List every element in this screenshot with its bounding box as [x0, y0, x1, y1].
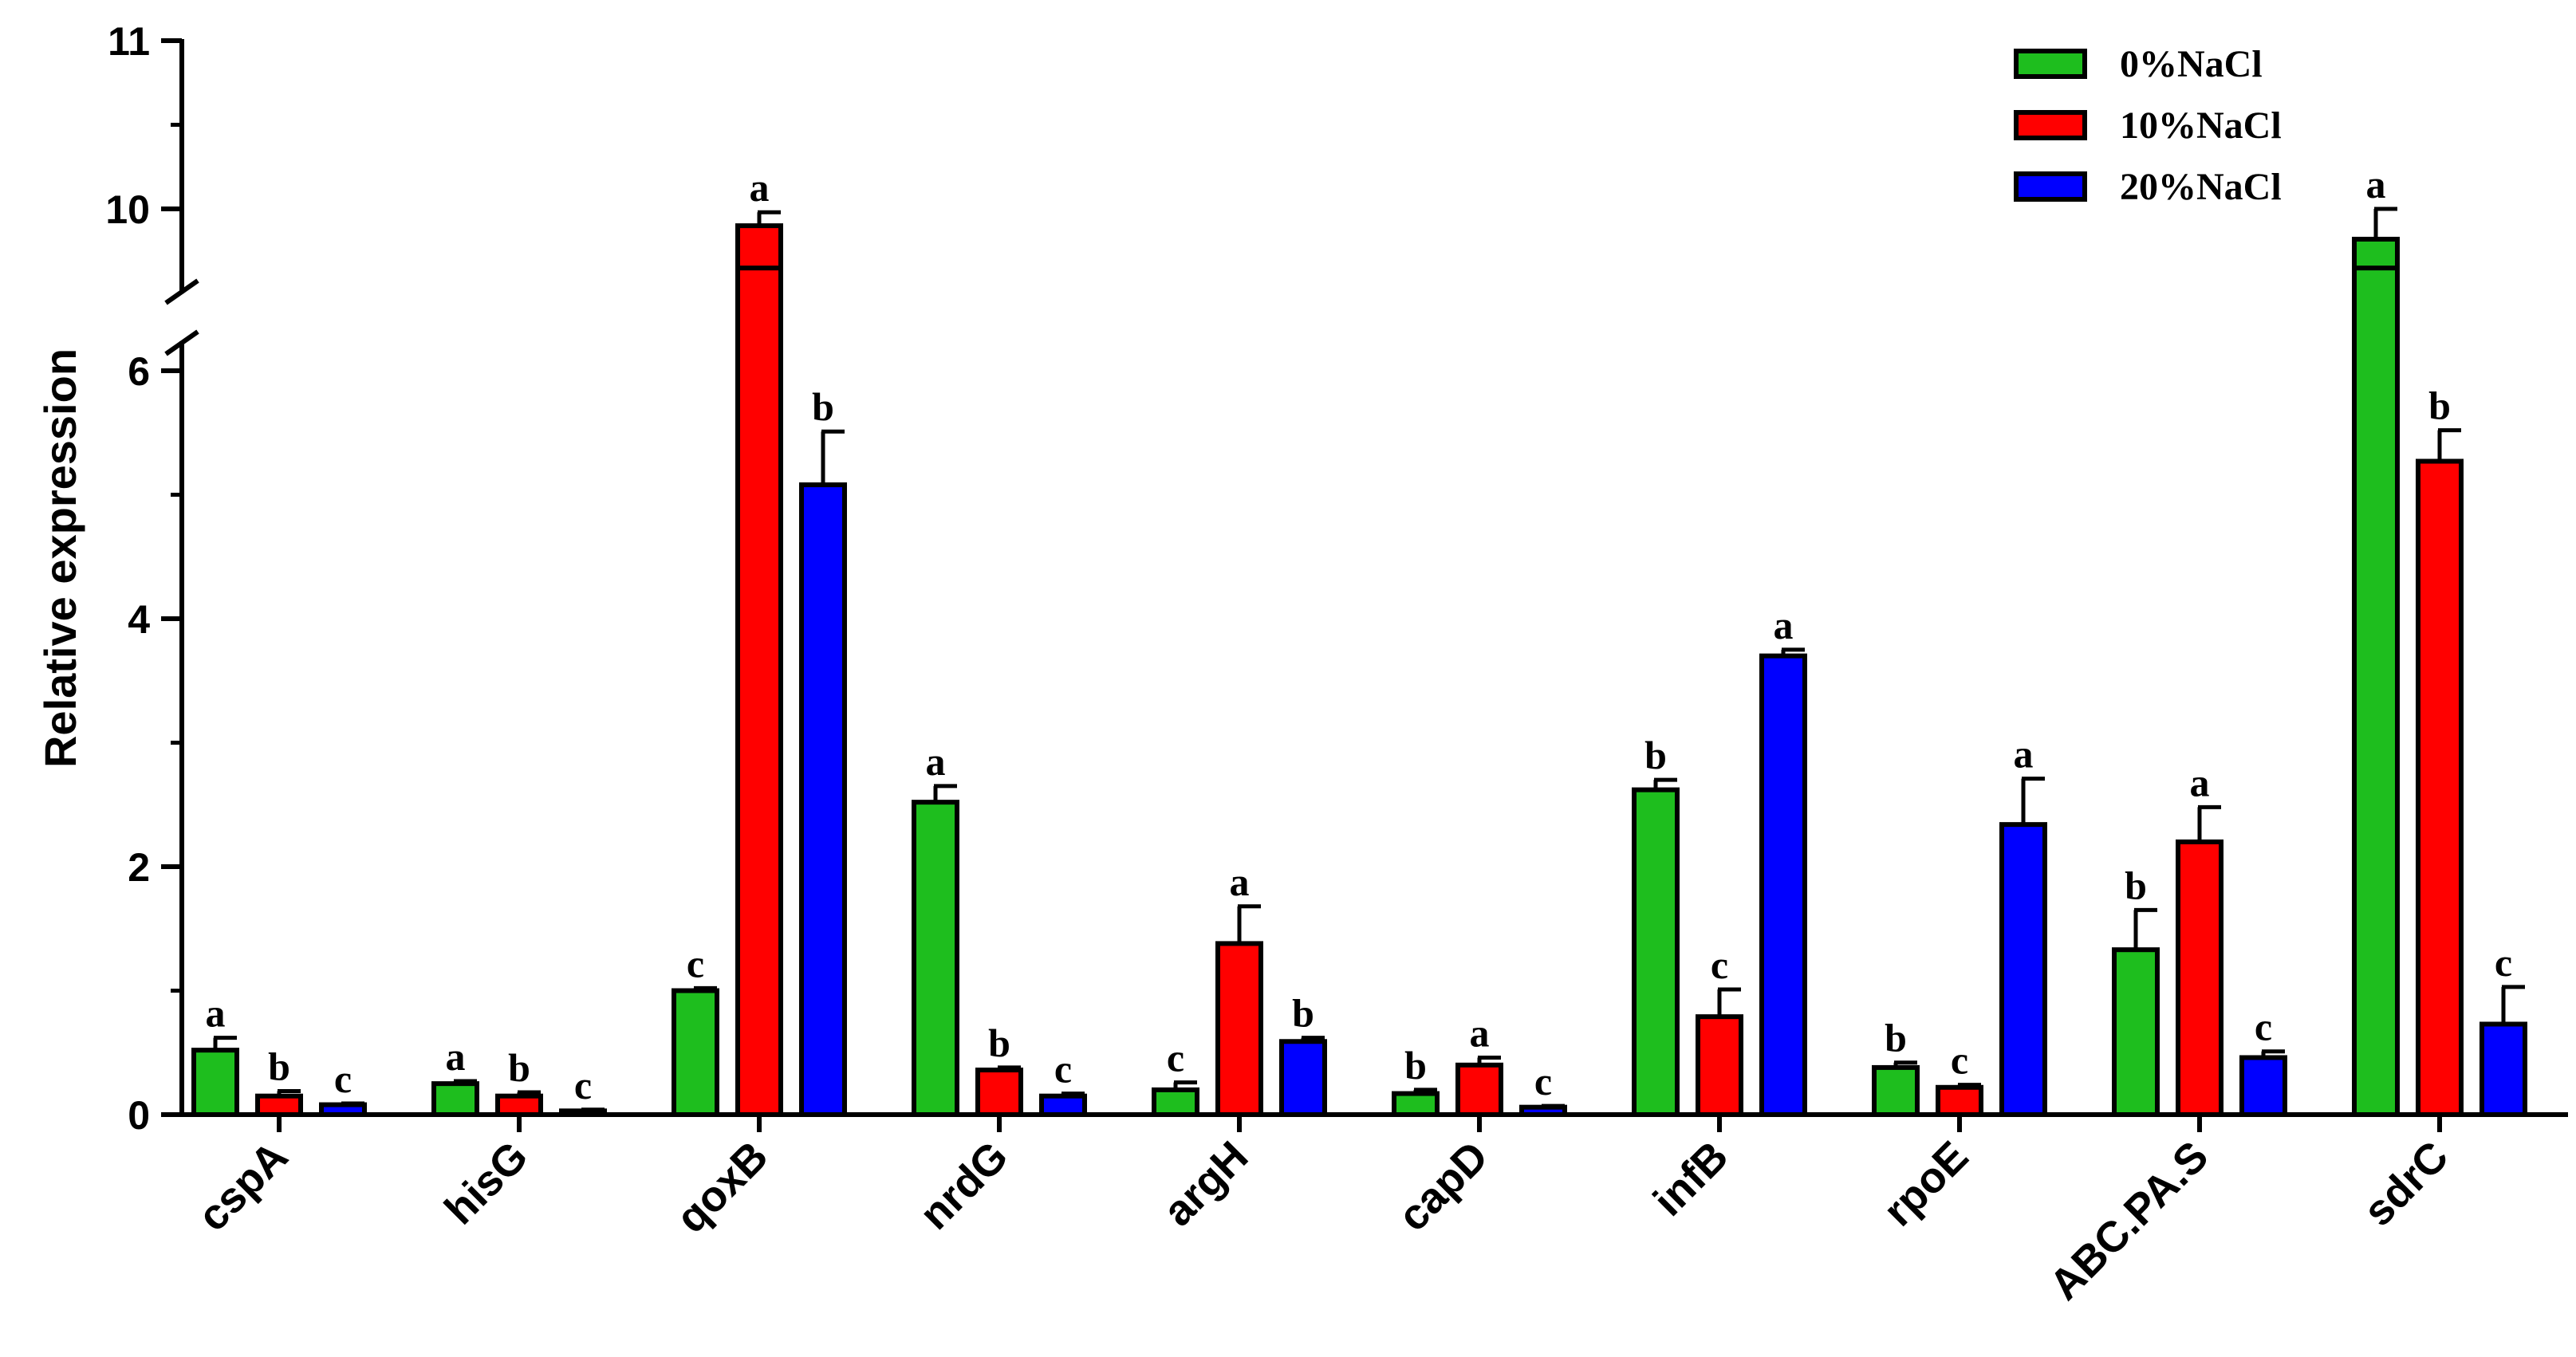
significance-letter: a [2190, 760, 2210, 804]
x-tick-label: hisG [435, 1132, 537, 1233]
bar-20%NaCl-nrdG [1039, 1093, 1087, 1118]
bar-0%NaCl-infB [1632, 787, 1680, 1118]
bar-0%NaCl-capD [1392, 1091, 1440, 1117]
significance-letter: c [2255, 1005, 2272, 1049]
y-tick-label: 4 [128, 597, 150, 642]
axes-layer: 0 2 4 6 10 11 cspA hisG qoxB nrdG argH capD infB rpoE… [105, 19, 2568, 1309]
significance-letter: a [926, 739, 946, 784]
significance-letter: a [1230, 859, 1250, 904]
significance-letter: c [1534, 1059, 1552, 1103]
bar-0%NaCl-argH [1152, 1087, 1199, 1118]
significance-letter: b [2428, 384, 2451, 428]
significance-letter: c [2495, 940, 2512, 985]
bar-20%NaCl-infB [1759, 653, 1807, 1117]
bar-10%NaCl-nrdG [975, 1068, 1023, 1118]
legend-label: 20%NaCl [2120, 166, 2282, 208]
significance-letter: c [1167, 1036, 1184, 1080]
bar-10%NaCl-hisG [495, 1093, 543, 1118]
x-tick-label: cspA [189, 1132, 297, 1241]
y-tick-label: 0 [128, 1093, 150, 1138]
bar-10%NaCl-sdrC [2416, 458, 2464, 1117]
bar-20%NaCl-ABC.PA.S [2239, 1055, 2287, 1117]
y-tick-label: 2 [128, 845, 150, 890]
significance-letter: b [1404, 1043, 1427, 1088]
significance-letter: c [687, 941, 704, 985]
y-axis-label: Relative expression [35, 348, 85, 768]
significance-letter: c [334, 1056, 352, 1101]
x-tick-label: argH [1154, 1132, 1257, 1235]
bar-10%NaCl-qoxB [735, 266, 783, 1117]
significance-letter: b [2125, 863, 2147, 907]
significance-letter: a [1470, 1010, 1490, 1055]
bar-0%NaCl-nrdG [912, 800, 959, 1117]
bar-0%NaCl-rpoE [1872, 1064, 1920, 1118]
legend: 0%NaCl 10%NaCl 20%NaCl [2014, 43, 2282, 208]
bar-10%NaCl-rpoE [1936, 1084, 1983, 1118]
x-tick-label: nrdG [911, 1132, 1018, 1239]
y-tick-label: 11 [108, 19, 150, 64]
x-tick-label: capD [1389, 1132, 1498, 1241]
x-tick-label: qoxB [668, 1132, 778, 1242]
y-tick-label: 10 [105, 187, 150, 232]
legend-swatch [2014, 171, 2087, 202]
significance-letter: c [1711, 942, 1728, 987]
significance-letter: a [2366, 162, 2386, 206]
significance-letter: a [750, 165, 770, 210]
significance-letter: c [574, 1063, 592, 1107]
significance-letter: b [1644, 733, 1667, 777]
x-tick-label: sdrC [2354, 1132, 2457, 1235]
x-tick-label: rpoE [1874, 1132, 1977, 1235]
bar-0%NaCl-cspA [191, 1048, 239, 1118]
bar-10%NaCl-capD [1455, 1062, 1503, 1118]
bar-20%NaCl-rpoE [1999, 822, 2047, 1117]
bar-20%NaCl-sdrC [2479, 1021, 2527, 1117]
significance-letter: c [1054, 1047, 1072, 1092]
significance-letter: b [1885, 1016, 1907, 1060]
bar-10%NaCl-argH [1215, 941, 1263, 1118]
significance-letter: a [2014, 732, 2034, 777]
legend-swatch [2014, 110, 2087, 140]
bar-10%NaCl-cspA [255, 1093, 303, 1118]
legend-label: 10%NaCl [2120, 104, 2282, 147]
significance-letter: b [508, 1045, 530, 1090]
axis-break-mark [164, 329, 199, 356]
bar-0%NaCl-hisG [431, 1081, 479, 1117]
x-tick-label: ABC.PA.S [2040, 1132, 2217, 1309]
significance-letter: b [988, 1021, 1010, 1065]
bar-0%NaCl-qoxB [672, 988, 719, 1117]
legend-label: 0%NaCl [2120, 43, 2263, 85]
bar-0%NaCl-sdrC [2352, 266, 2400, 1117]
bar-20%NaCl-argH [1279, 1039, 1327, 1118]
significance-letter: a [446, 1034, 466, 1079]
significance-letter: a [1774, 603, 1794, 647]
significance-letter: b [812, 384, 834, 429]
bar-0%NaCl-ABC.PA.S [2112, 947, 2160, 1118]
x-tick-label: infB [1644, 1132, 1738, 1225]
significance-letter: b [268, 1044, 290, 1088]
legend-swatch [2014, 49, 2087, 79]
bar-10%NaCl-ABC.PA.S [2176, 839, 2223, 1118]
axis-break-mark [164, 278, 199, 305]
significance-letter: a [206, 991, 226, 1036]
significance-letter: b [1292, 991, 1314, 1036]
y-tick-label: 6 [128, 349, 150, 394]
bar-20%NaCl-qoxB [799, 482, 847, 1117]
significance-letter: c [1951, 1038, 1968, 1083]
bar-10%NaCl-infB [1696, 1014, 1743, 1118]
